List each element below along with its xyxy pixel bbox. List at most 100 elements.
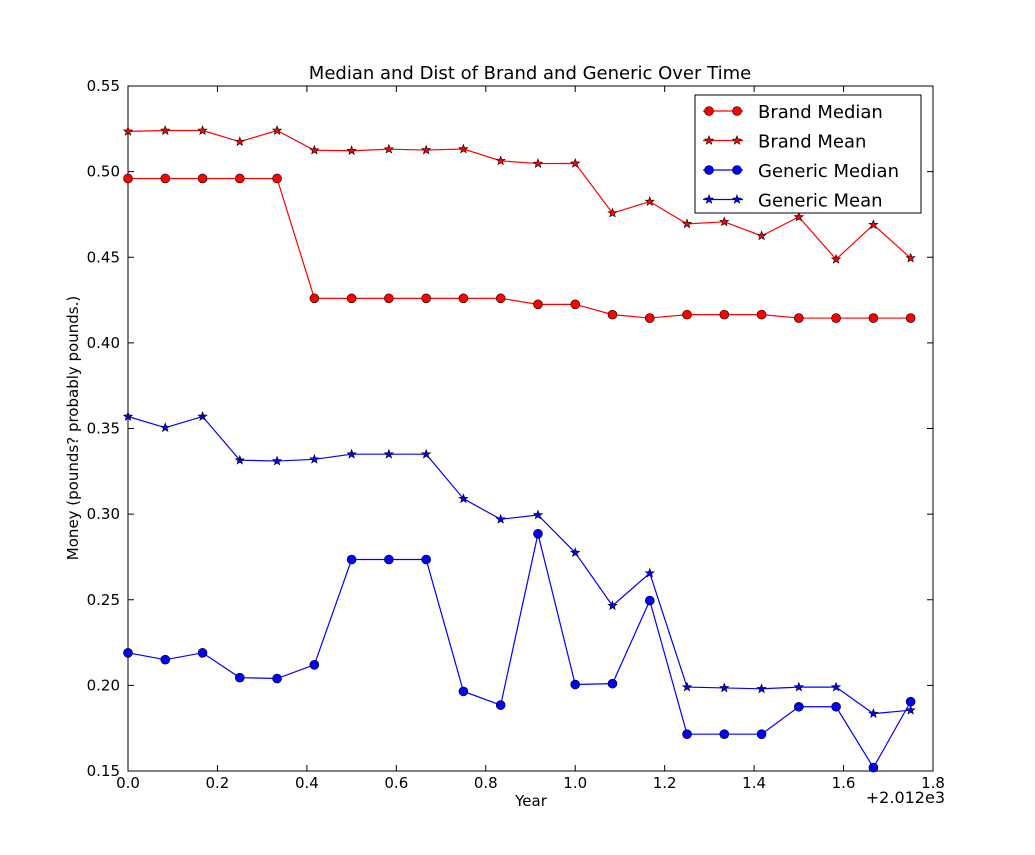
data-point-brand-median (905, 313, 916, 323)
data-point-brand-mean (905, 252, 916, 263)
legend-item-brand-median: Brand Median (703, 102, 883, 123)
x-tick-label: 1.6 (832, 774, 856, 792)
legend-item-generic-median: Generic Median (703, 161, 899, 182)
data-point-generic-mean (122, 411, 134, 421)
data-point-brand-median (309, 293, 320, 304)
series-generic-mean (122, 411, 916, 719)
data-point-brand-mean (830, 253, 842, 264)
legend-label: Brand Mean (758, 132, 866, 153)
legend-label: Brand Median (758, 102, 883, 123)
data-point-brand-mean (570, 157, 581, 168)
data-point-generic-median (794, 701, 804, 712)
data-point-generic-median (719, 729, 730, 739)
data-point-generic-mean (905, 704, 916, 715)
data-point-generic-median (607, 678, 618, 689)
data-point-generic-mean (271, 455, 283, 466)
data-point-generic-median (495, 700, 506, 710)
data-point-brand-median (756, 309, 767, 320)
legend-item-brand-mean: Brand Mean (703, 132, 866, 153)
x-tick-label: 0.6 (384, 774, 408, 792)
data-point-generic-mean (570, 547, 581, 558)
data-point-brand-median (533, 299, 543, 310)
data-point-brand-median (421, 293, 431, 304)
data-point-generic-mean (644, 567, 655, 578)
y-tick-label: 0.35 (87, 420, 120, 438)
data-point-brand-mean (122, 125, 134, 136)
data-point-brand-median (682, 309, 692, 320)
data-point-generic-median (682, 729, 692, 739)
data-point-generic-median (309, 660, 320, 670)
data-point-generic-mean (607, 600, 618, 611)
legend-marker (732, 106, 742, 116)
x-tick-label: 0.8 (474, 774, 498, 792)
y-axis-label: Money (pounds? probably pounds.) (64, 296, 82, 560)
y-tick-label: 0.50 (87, 163, 120, 181)
x-tick-label: 0.4 (295, 774, 319, 792)
data-point-brand-mean (160, 125, 171, 135)
data-point-generic-median (235, 672, 245, 683)
data-point-brand-mean (234, 136, 245, 147)
data-point-generic-median (644, 595, 655, 606)
series-line-generic-mean (127, 415, 911, 715)
data-point-generic-mean (197, 411, 208, 421)
data-point-brand-median (272, 173, 282, 184)
data-point-brand-mean (309, 144, 320, 155)
data-point-brand-median (607, 309, 618, 320)
data-point-generic-mean (719, 682, 730, 693)
data-point-generic-median (346, 554, 357, 565)
x-axis-label: Year (514, 792, 548, 810)
data-point-generic-mean (234, 454, 245, 465)
legend-marker (704, 106, 714, 116)
data-point-brand-mean (383, 143, 395, 154)
data-point-brand-mean (495, 155, 506, 166)
data-point-brand-mean (532, 158, 544, 168)
data-point-generic-mean (420, 448, 432, 459)
data-point-generic-mean (793, 681, 805, 692)
data-point-generic-mean (681, 681, 693, 692)
data-point-brand-mean (458, 143, 469, 154)
data-point-brand-median (160, 173, 171, 184)
series-line-brand-mean (127, 129, 912, 261)
data-point-generic-mean (458, 493, 469, 504)
data-point-brand-median (794, 313, 804, 323)
y-tick-label: 0.55 (87, 77, 120, 95)
data-point-generic-median (831, 701, 841, 712)
data-point-generic-median (570, 679, 581, 690)
legend-marker (703, 194, 715, 204)
data-point-generic-mean (383, 448, 395, 459)
legend-marker (731, 135, 743, 145)
series-brand-mean (122, 125, 916, 264)
legend-box (694, 94, 922, 214)
data-point-generic-mean (495, 513, 506, 524)
data-point-generic-median (756, 729, 767, 739)
data-point-brand-mean (420, 144, 432, 155)
data-point-generic-mean (532, 509, 544, 520)
data-point-brand-median (570, 299, 581, 310)
data-point-generic-median (384, 554, 394, 565)
data-point-brand-median (384, 293, 394, 304)
x-tick-label: 1.2 (653, 774, 677, 792)
data-point-brand-median (458, 293, 469, 304)
data-point-generic-median (272, 673, 282, 684)
data-point-generic-mean (160, 422, 171, 433)
data-point-generic-mean (309, 453, 320, 464)
data-point-brand-mean (756, 230, 767, 241)
y-tick-label: 0.45 (87, 248, 120, 266)
x-tick-label: 1.4 (742, 774, 766, 792)
x-tick-label: 0.2 (206, 774, 230, 792)
data-point-brand-mean (719, 216, 730, 227)
data-point-generic-mean (830, 681, 842, 692)
chart-title: Median and Dist of Brand and Generic Ove… (309, 63, 751, 84)
y-tick-label: 0.30 (87, 505, 120, 523)
data-point-generic-median (868, 762, 879, 773)
series-generic-median (123, 529, 916, 773)
data-point-brand-mean (271, 125, 283, 135)
y-tick-label: 0.25 (87, 591, 120, 609)
legend-marker (704, 165, 714, 175)
data-point-generic-mean (756, 683, 767, 694)
data-point-brand-mean (197, 125, 208, 135)
data-point-generic-median (533, 529, 543, 539)
data-point-generic-median (160, 654, 171, 665)
data-point-brand-median (831, 313, 841, 323)
